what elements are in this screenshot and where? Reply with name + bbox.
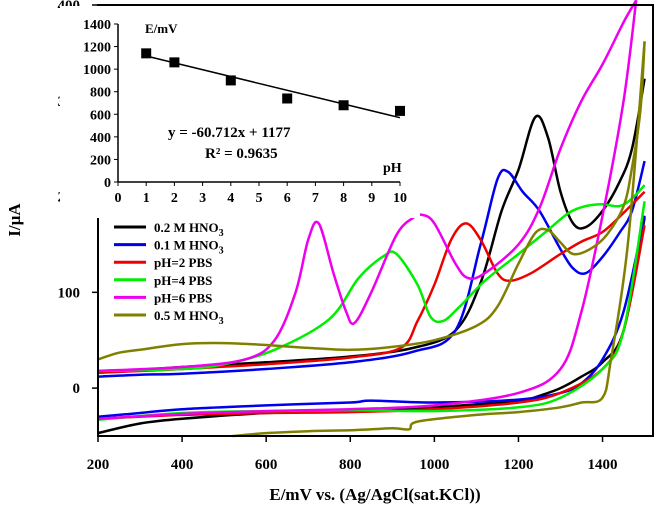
legend-label-0-1-m-hno3: 0.1 M HNO3 bbox=[154, 238, 224, 257]
series-0-5-m-hno3-forward-scan bbox=[97, 41, 646, 361]
inset-x-tick-label: 5 bbox=[256, 191, 263, 206]
main-x-tick-label: 400 bbox=[171, 457, 194, 473]
series-0-1-m-hno3-reverse-scan bbox=[97, 215, 646, 419]
main-x-tick-label: 800 bbox=[339, 457, 362, 473]
series-ph-6-pbs-reverse-scan bbox=[97, 0, 638, 421]
inset-y-tick-label: 400 bbox=[90, 131, 111, 146]
inset-x-tick-label: 6 bbox=[284, 191, 291, 206]
main-x-axis-ticks: 200 400 600 800 1000 1200 1400 bbox=[87, 436, 618, 473]
inset-data-point bbox=[141, 48, 152, 59]
legend-label-ph-2-pbs: pH=2 PBS bbox=[154, 255, 212, 270]
main-x-tick-label: 200 bbox=[87, 457, 110, 473]
series-ph-4-pbs-forward-scan bbox=[97, 184, 646, 373]
inset-x-tick-label: 3 bbox=[199, 191, 206, 206]
inset-y-axis-ticks: 0 200 400 600 800 1000 1200 1400 bbox=[83, 18, 118, 191]
legend-label-ph-4-pbs: pH=4 PBS bbox=[154, 273, 212, 288]
main-y-tick-label: 100 bbox=[58, 285, 81, 301]
inset-data-point bbox=[395, 105, 405, 116]
legend-label-0-2-m-hno3: 0.2 M HNO3 bbox=[154, 220, 224, 239]
series-0-1-m-hno3-forward-scan bbox=[97, 160, 646, 378]
inset-x-tick-label: 10 bbox=[393, 191, 407, 206]
inset-data-point bbox=[338, 100, 349, 111]
inset-data-point bbox=[225, 75, 236, 86]
inset-data-points bbox=[141, 48, 405, 116]
inset-x-axis-ticks: 0 1 2 3 4 5 6 7 8 9 10 bbox=[115, 182, 407, 206]
inset-y-tick-label: 0 bbox=[104, 176, 111, 191]
legend-label-ph-6-pbs: pH=6 PBS bbox=[154, 290, 212, 305]
series-ph-2-pbs-forward-scan bbox=[97, 190, 646, 375]
main-y-tick-label: 0 bbox=[73, 381, 81, 397]
inset-x-tick-label: 8 bbox=[340, 191, 347, 206]
inset-data-point bbox=[169, 57, 180, 68]
inset-x-tick-label: 7 bbox=[312, 191, 319, 206]
inset-x-tick-label: 9 bbox=[368, 191, 375, 206]
main-y-axis-label: I/µA bbox=[5, 203, 24, 237]
inset-x-tick-label: 2 bbox=[171, 191, 178, 206]
main-x-tick-label: 1200 bbox=[503, 457, 533, 473]
main-x-tick-label: 600 bbox=[255, 457, 278, 473]
inset-y-tick-label: 1200 bbox=[83, 41, 111, 56]
inset-y-tick-label: 200 bbox=[90, 153, 111, 168]
inset-y-tick-label: 800 bbox=[90, 86, 111, 101]
inset-equation: y = -60.712x + 1177 bbox=[168, 125, 291, 141]
inset-y-axis-label: E/mV bbox=[145, 21, 178, 36]
inset-y-tick-label: 1000 bbox=[83, 63, 111, 78]
series-0-5-m-hno3-reverse-scan bbox=[232, 41, 646, 438]
inset-y-tick-label: 1400 bbox=[83, 18, 111, 33]
inset-data-point bbox=[282, 93, 293, 104]
main-plot-frame bbox=[97, 4, 654, 437]
main-x-tick-label: 1400 bbox=[588, 457, 618, 473]
inset-x-axis-label: pH bbox=[383, 161, 402, 176]
inset-r-squared: R² = 0.9635 bbox=[205, 146, 278, 162]
inset-trendline bbox=[146, 55, 401, 119]
legend-label-0-5-m-hno3: 0.5 M HNO3 bbox=[154, 308, 224, 327]
inset-x-tick-label: 4 bbox=[227, 191, 234, 206]
inset-plot: 0 1 2 3 4 5 6 7 8 9 10 0 200 400 600 800 1000 1200 1400 E… bbox=[60, 6, 420, 218]
inset-background bbox=[60, 6, 420, 218]
inset-y-tick-label: 600 bbox=[90, 108, 111, 123]
main-x-axis-label: E/mV vs. (Ag/AgCl(sat.KCl)) bbox=[269, 485, 480, 504]
inset-x-tick-label: 1 bbox=[143, 191, 150, 206]
main-x-tick-label: 1000 bbox=[419, 457, 449, 473]
inset-x-tick-label: 0 bbox=[115, 191, 122, 206]
